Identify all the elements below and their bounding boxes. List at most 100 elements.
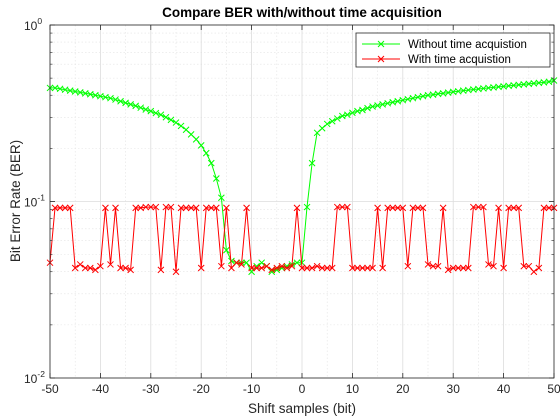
data-point (137, 104, 145, 112)
data-point (530, 268, 538, 276)
data-point (288, 262, 296, 270)
y-tick-labels: 10-2 10-1 100 (24, 16, 45, 386)
series-2 (46, 203, 558, 276)
data-point (344, 111, 351, 119)
legend-marker (377, 40, 385, 48)
data-point (51, 204, 59, 212)
data-point (485, 261, 492, 268)
data-point (419, 204, 427, 212)
y-axis-title: Bit Error Rate (BER) (8, 140, 23, 262)
data-point (243, 259, 250, 267)
data-point (374, 204, 381, 212)
data-point (107, 261, 114, 268)
series-layer (46, 77, 558, 276)
data-point (449, 264, 457, 272)
data-point (333, 115, 341, 122)
data-point (369, 103, 376, 110)
data-point (359, 106, 366, 114)
data-point (404, 95, 412, 103)
data-point (303, 264, 311, 272)
data-point (293, 259, 301, 267)
data-point (127, 266, 134, 274)
data-point (389, 204, 397, 212)
data-point (263, 262, 271, 270)
data-point (318, 124, 326, 132)
data-point (323, 264, 331, 272)
data-point (182, 204, 190, 212)
data-point (379, 101, 386, 108)
data-point (505, 204, 512, 212)
data-point (187, 204, 195, 212)
data-point (470, 203, 477, 211)
data-point (212, 204, 220, 212)
data-point (409, 94, 417, 102)
data-point (500, 264, 507, 272)
data-point (374, 102, 381, 109)
x-tick-label: 10 (346, 382, 360, 396)
data-point (404, 262, 412, 270)
data-point (439, 204, 447, 212)
x-tick-label: -50 (41, 382, 59, 396)
data-point (218, 194, 225, 202)
data-point (61, 204, 69, 212)
data-point (81, 264, 89, 272)
data-point (92, 91, 99, 99)
data-point (177, 122, 185, 130)
data-point (303, 203, 311, 211)
x-tick-label: 20 (396, 382, 410, 396)
data-point (273, 264, 281, 272)
legend-entries: Without time acquistion With time acquist… (362, 39, 527, 66)
data-point (147, 107, 155, 115)
data-point (172, 268, 180, 276)
x-tick-label: -10 (243, 382, 261, 396)
data-point (429, 262, 437, 270)
data-point (490, 262, 497, 270)
data-point (394, 97, 402, 105)
data-point (414, 93, 422, 101)
data-point (278, 264, 286, 272)
data-point (152, 203, 160, 211)
data-point (197, 264, 205, 272)
data-point (86, 264, 94, 272)
data-point (384, 99, 392, 107)
data-point (515, 204, 523, 212)
data-point (253, 264, 260, 272)
data-point (278, 262, 286, 270)
data-point (157, 111, 165, 119)
data-point (293, 204, 301, 212)
x-tick-labels: -50 -40 -30 -20 -10 0 10 20 30 40 50 (41, 382, 560, 396)
x-tick-label: 50 (547, 382, 560, 396)
legend-marker (377, 55, 385, 63)
data-point (283, 264, 291, 272)
data-point (545, 204, 553, 212)
data-point (228, 264, 235, 272)
data-point (132, 102, 140, 110)
data-point (344, 203, 351, 211)
data-point (323, 120, 331, 128)
data-point (379, 264, 386, 272)
data-point (223, 246, 230, 254)
data-point (414, 204, 422, 212)
x-tick-label: -20 (193, 382, 211, 396)
data-point (464, 264, 472, 272)
data-point (419, 92, 427, 100)
data-point (495, 204, 502, 212)
data-point (338, 112, 346, 120)
data-point (354, 264, 361, 272)
data-point (409, 204, 417, 212)
data-point (434, 262, 442, 270)
data-point (384, 204, 392, 212)
data-point (92, 266, 99, 274)
data-point (202, 149, 210, 157)
data-point (510, 204, 518, 212)
data-point (520, 262, 528, 270)
data-point (142, 203, 150, 211)
data-point (212, 175, 220, 182)
data-point (243, 204, 250, 212)
data-point (112, 96, 119, 103)
data-point (328, 117, 336, 125)
data-point (333, 203, 341, 211)
data-point (157, 266, 165, 274)
data-point (389, 98, 397, 106)
